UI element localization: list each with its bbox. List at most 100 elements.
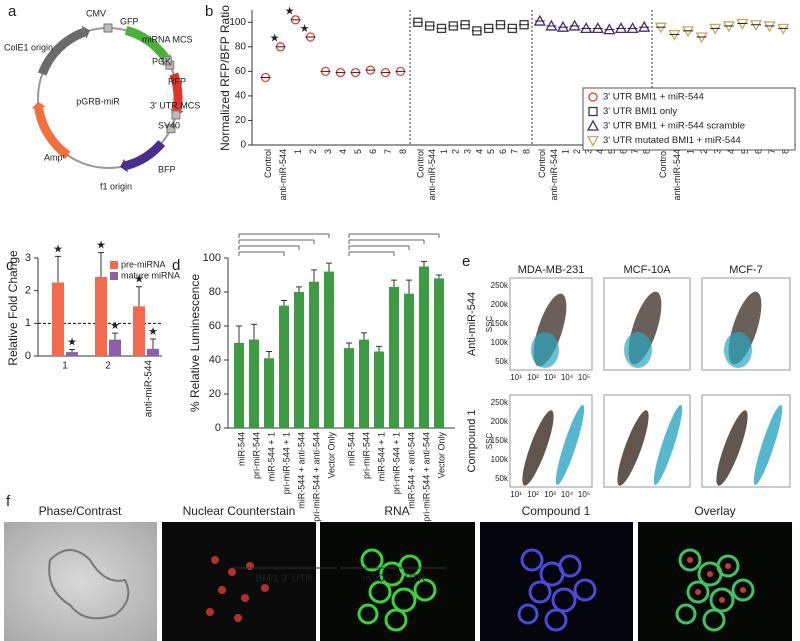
overlay-nuclei — [687, 557, 746, 603]
x-tick-label: 5 — [607, 149, 617, 154]
plasmid-site — [171, 110, 181, 120]
x-tick-label: pri-miR-544 + 1 — [281, 432, 291, 494]
panel-label: b — [205, 3, 213, 20]
bar — [133, 306, 145, 356]
plasmid-feature — [169, 72, 183, 111]
bar — [279, 305, 289, 428]
x-tick-label: miR-544 + 1 — [266, 432, 276, 481]
y-tick-label: 2 — [25, 285, 31, 297]
column-title: MCF-7 — [729, 264, 763, 276]
plasmid-arrowhead — [81, 25, 90, 39]
significance-star: ★ — [96, 239, 106, 251]
legend-label: 3' UTR BMI1 + miR-544 — [603, 92, 704, 103]
plasmid-arrowhead — [31, 101, 46, 109]
plasmid-label: miRNA MCS — [142, 34, 193, 44]
plasmid-label: ColE1 origin — [4, 42, 53, 52]
legend-swatch — [110, 261, 118, 269]
significance-star: ★ — [285, 6, 295, 18]
phase-image — [4, 522, 157, 641]
y-axis-label: Relative Fold Change — [6, 250, 20, 366]
plasmid-label: SV40 — [158, 120, 180, 130]
significance-star: ★ — [300, 23, 310, 35]
plasmid-site — [166, 124, 176, 134]
x-tick-label: pri-miR-544 — [361, 432, 371, 479]
bar — [95, 276, 107, 356]
bar — [434, 278, 444, 428]
group-label: mTOR 3' UTR — [363, 574, 426, 585]
x-tick-label: 3 — [323, 149, 333, 154]
y-tick-label: 0 — [215, 422, 221, 434]
x-tick-label: 6 — [498, 149, 508, 154]
x-tick-label: 4 — [474, 149, 484, 154]
legend-label: mature miRNA — [121, 270, 180, 280]
x-tick-label: 10¹ — [510, 373, 522, 382]
axis-label: SSC — [485, 316, 494, 333]
panel-label: e — [462, 253, 470, 270]
x-tick-label: 4 — [726, 149, 736, 154]
x-tick-label: 7 — [767, 149, 777, 154]
y-tick-label: 60 — [235, 66, 247, 77]
x-tick-label: Vector Only — [436, 432, 446, 479]
x-tick-label: 10⁴ — [561, 373, 574, 382]
x-tick-label: 5 — [353, 149, 363, 154]
x-tick-label: 10¹ — [510, 490, 522, 499]
y-tick-label: 3 — [25, 252, 31, 264]
x-tick-label: 6 — [618, 149, 628, 154]
plasmid-feature — [124, 26, 170, 61]
significance-star: ★ — [67, 336, 77, 348]
y-axis-label: % Relative Luminescence — [188, 274, 202, 412]
x-tick-label: 1 — [685, 149, 695, 154]
x-tick-label: 4 — [338, 149, 348, 154]
x-tick-label: 6 — [368, 149, 378, 154]
legend-marker — [588, 106, 598, 117]
plasmid-label: 3' UTR MCS — [150, 100, 200, 110]
x-tick-label: anti-miR-544 — [144, 360, 155, 418]
bar — [309, 281, 319, 428]
plasmid-label: CMV — [86, 8, 106, 18]
cell-cloud — [624, 332, 652, 368]
x-tick-label: 8 — [781, 149, 791, 154]
x-tick-label: 1 — [439, 149, 449, 154]
legend-label: 3' UTR BMI1 + miR-544 scramble — [603, 121, 745, 132]
bar — [404, 293, 414, 428]
x-tick-label: Control — [658, 149, 668, 178]
y-tick-label: 20 — [235, 115, 247, 126]
panel-label: d — [172, 257, 180, 274]
panel-label: f — [6, 493, 11, 510]
legend-marker — [588, 92, 598, 102]
x-tick-label: Vector Only — [326, 432, 336, 479]
x-tick-label: 7 — [510, 149, 520, 154]
y-axis-label: Normalized RFP/BFP Ratio — [218, 5, 232, 151]
x-tick-label: 8 — [398, 149, 408, 154]
data-point — [668, 29, 681, 41]
legend-label: 3' UTR BMI1 only — [603, 106, 677, 117]
y-tick-label: 200k — [491, 300, 509, 309]
y-tick-label: 50k — [495, 357, 509, 366]
overlay-cells — [675, 548, 755, 632]
data-point — [709, 23, 722, 35]
row-title: Compound 1 — [466, 410, 478, 473]
bar — [109, 339, 121, 356]
x-tick-label: 1 — [62, 361, 68, 372]
x-tick-label: 10² — [527, 373, 539, 382]
cell-cloud — [531, 332, 559, 368]
cell-cloud — [753, 405, 783, 485]
x-tick-label: 7 — [383, 149, 393, 154]
image-title: RNA — [384, 504, 409, 518]
bar — [147, 348, 159, 356]
flow-plots — [509, 277, 791, 488]
significance-star: ★ — [270, 33, 280, 45]
plasmid-feature — [37, 27, 86, 76]
plasmid-arrowhead — [120, 158, 128, 173]
cell-cloud — [617, 410, 649, 486]
compound-image — [480, 522, 633, 641]
x-tick-label: Control — [537, 149, 547, 178]
legend-label: 3' UTR mutated BMI1 + miR-544 — [603, 135, 741, 146]
bar — [249, 339, 259, 428]
data-point — [638, 20, 651, 32]
plasmid-site — [103, 23, 113, 33]
y-tick-label: 100 — [203, 252, 221, 264]
x-tick-label: 2 — [105, 361, 111, 372]
data-point — [545, 19, 558, 31]
legend-box — [582, 87, 796, 151]
